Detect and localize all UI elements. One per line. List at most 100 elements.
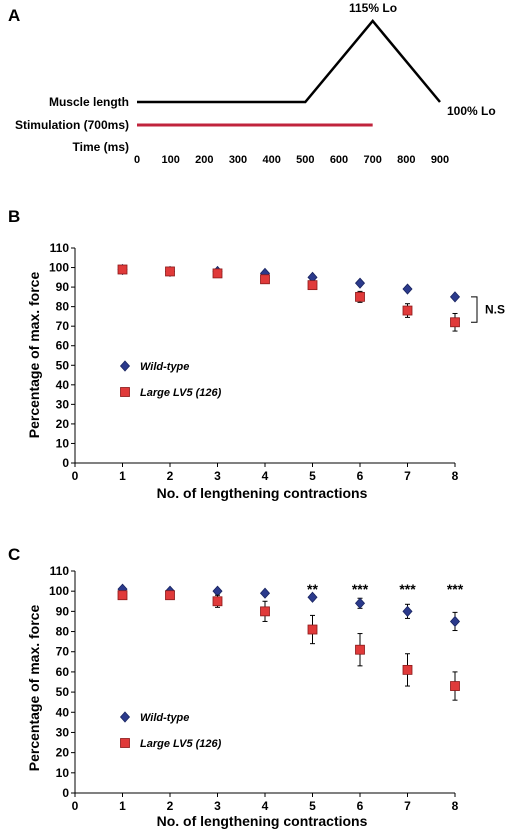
panel-c-point-wildtype <box>354 597 366 609</box>
panel-b-legend-label: Large LV5 (126) <box>140 387 222 399</box>
panel-b-y-tick-label: 110 <box>50 241 70 255</box>
panel-b-y-tick-label: 60 <box>56 339 70 353</box>
panel-c-y-tick-label: 90 <box>56 604 70 618</box>
panel-b-point-wildtype <box>449 291 461 303</box>
panel-c-x-axis-title: No. of lengthening contractions <box>157 813 368 829</box>
time-tick-label: 500 <box>296 154 314 166</box>
panel-b-y-tick-label: 100 <box>49 261 69 275</box>
panel-c-x-tick-label: 1 <box>119 799 126 813</box>
panel-b-y-tick-label: 10 <box>56 436 70 450</box>
panel-c-x-tick-label: 8 <box>452 799 459 813</box>
panel-c-y-tick-label: 0 <box>62 786 69 800</box>
panel-b-legend: Wild-type Large LV5 (126) <box>119 360 222 399</box>
panel-c-point-large <box>260 606 270 617</box>
panel-c-point-large <box>402 664 413 675</box>
panel-b-y-tick-label: 20 <box>56 417 70 431</box>
panel-b-chart: 0 10 20 30 40 50 60 70 80 90 100 110 0 1 2 3 4 5 6 7 8 N.S N… <box>26 241 505 501</box>
panel-c-y-tick-label: 50 <box>56 685 70 699</box>
panel-c-point-wildtype <box>259 587 271 599</box>
panel-b-point-large <box>355 291 365 302</box>
panel-letter-b: B <box>8 207 20 226</box>
panel-b-x-axis-title: No. of lengthening contractions <box>157 485 368 501</box>
panel-c-legend-marker <box>119 711 131 723</box>
time-tick-label: 400 <box>262 154 280 166</box>
panel-c-y-tick-label: 100 <box>49 584 69 598</box>
panel-b-axes: 0 10 20 30 40 50 60 70 80 90 100 110 0 1 2 3 4 5 6 7 8 <box>49 241 459 483</box>
panel-b-x-tick-label: 4 <box>262 469 269 483</box>
panel-c-x-tick-label: 6 <box>357 799 364 813</box>
panel-c-y-tick-label: 110 <box>50 564 70 578</box>
panel-b-point-large <box>212 268 223 279</box>
panel-b-point-wildtype <box>402 283 413 295</box>
panel-c-y-tick-label: 20 <box>56 746 70 760</box>
stimulation-label: Stimulation (700ms) <box>15 118 129 132</box>
panel-c-point-wildtype <box>307 591 318 603</box>
panel-c-legend: Wild-type Large LV5 (126) <box>119 711 222 750</box>
panel-b-point-large <box>260 274 270 285</box>
panel-b-y-tick-label: 0 <box>62 456 69 470</box>
panel-c-y-tick-label: 70 <box>56 645 70 659</box>
panel-b-data-marks: N.S <box>117 263 505 332</box>
panel-b-y-tick-label: 50 <box>56 358 70 372</box>
panel-b-y-tick-label: 30 <box>56 397 70 411</box>
panel-b-point-large <box>402 305 413 316</box>
panel-c-point-large <box>355 644 365 655</box>
peak-length-label: 115% Lo <box>349 1 397 15</box>
time-tick-label: 100 <box>161 154 179 166</box>
panel-b-point-large <box>307 280 318 291</box>
panel-b-x-tick-label: 0 <box>72 469 79 483</box>
panel-c-point-wildtype <box>402 605 413 617</box>
panel-b-legend-label: Wild-type <box>140 361 189 373</box>
panel-c-y-tick-label: 30 <box>56 725 70 739</box>
significance-annotation: *** <box>399 581 416 597</box>
panel-c-data-marks: ** *** *** *** <box>117 581 464 701</box>
panel-c-point-large <box>165 590 175 601</box>
panel-c-point-large <box>117 590 128 601</box>
panel-b-point-large <box>450 317 460 328</box>
panel-b-x-tick-label: 2 <box>167 469 174 483</box>
muscle-length-trace <box>137 19 441 104</box>
panel-b-x-tick-label: 3 <box>214 469 221 483</box>
panel-b-x-tick-label: 6 <box>357 469 364 483</box>
panel-c-x-tick-label: 0 <box>72 799 79 813</box>
time-label: Time (ms) <box>73 140 129 154</box>
panel-c-point-large <box>450 681 460 691</box>
time-tick-labels: 0 100 200 300 400 500 600 700 800 900 <box>134 154 449 166</box>
significance-annotation: ** <box>307 581 318 597</box>
panel-b-y-tick-label: 90 <box>56 280 70 294</box>
panel-b-y-tick-label: 70 <box>56 319 70 333</box>
time-tick-label: 0 <box>134 154 140 166</box>
panel-c-y-tick-label: 60 <box>56 665 70 679</box>
panel-c-point-wildtype <box>449 615 461 628</box>
panel-c-x-tick-label: 4 <box>262 799 269 813</box>
panel-b-y-tick-label: 80 <box>56 300 70 314</box>
panel-a-diagram: Muscle length Stimulation (700ms) Time (… <box>15 1 496 166</box>
significance-annotation: *** <box>447 581 464 597</box>
panel-c-legend-marker <box>120 738 130 748</box>
muscle-length-label: Muscle length <box>49 95 129 109</box>
time-tick-label: 200 <box>195 154 213 166</box>
time-tick-label: 800 <box>397 154 415 166</box>
panel-c-legend-label: Wild-type <box>140 712 189 724</box>
panel-b-y-axis-title: Percentage of max. force <box>26 272 42 439</box>
panel-b-y-tick-label: 40 <box>56 378 70 392</box>
panel-c-point-large <box>212 596 223 607</box>
panel-letter-a: A <box>8 6 20 25</box>
panel-b-x-tick-label: 5 <box>309 469 316 483</box>
time-tick-label: 600 <box>330 154 348 166</box>
panel-c-x-tick-label: 7 <box>404 799 411 813</box>
panel-c-legend-label: Large LV5 (126) <box>140 738 222 750</box>
panel-b-point-large <box>117 264 128 275</box>
end-length-label: 100% Lo <box>447 104 496 118</box>
ns-annotation: N.S <box>485 303 505 317</box>
panel-b-point-large <box>165 266 175 277</box>
panel-b-x-tick-label: 8 <box>452 469 459 483</box>
ns-bracket <box>471 296 478 323</box>
panel-c-y-tick-label: 40 <box>56 705 70 719</box>
panel-c-point-wildtype <box>212 585 223 597</box>
panel-b-legend-marker <box>119 360 131 372</box>
panel-c-point-large <box>307 624 318 635</box>
time-tick-label: 900 <box>431 154 449 166</box>
